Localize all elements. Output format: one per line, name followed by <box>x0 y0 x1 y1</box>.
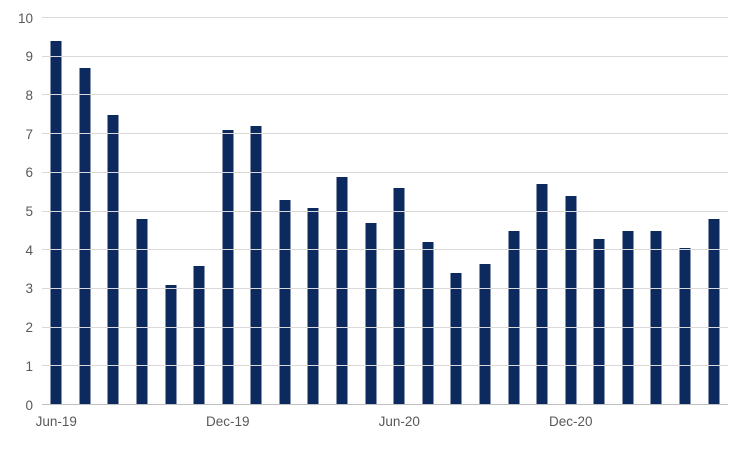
gridline <box>42 55 728 57</box>
bar-slot <box>328 18 357 405</box>
bar-slot <box>442 18 471 405</box>
gridline <box>42 133 728 135</box>
bar <box>222 130 234 405</box>
bar-slot <box>642 18 671 405</box>
bars <box>42 18 728 405</box>
bar <box>250 126 262 405</box>
bar <box>107 114 119 405</box>
bar <box>536 184 548 405</box>
y-axis-tick-label: 4 <box>25 242 33 258</box>
bar-slot <box>614 18 643 405</box>
bar-slot <box>499 18 528 405</box>
x-axis-line <box>42 404 728 405</box>
plot-area: 0 1 2 3 4 5 6 7 8 9 10 Jun-19 Dec-19 Jun-20 Dec-20 <box>18 11 728 428</box>
y-axis-tick-label: 7 <box>25 126 33 142</box>
gridline <box>42 249 728 251</box>
gridline <box>42 326 728 328</box>
bar <box>136 219 148 405</box>
bar-slot <box>414 18 443 405</box>
x-axis-tick-label: Dec-19 <box>206 414 250 429</box>
gridline <box>42 210 728 212</box>
bar-slot <box>528 18 557 405</box>
y-axis-tick-label: 1 <box>25 358 33 374</box>
bar-slot <box>71 18 100 405</box>
bar <box>79 68 91 405</box>
bar-slot <box>156 18 185 405</box>
bar <box>393 188 405 405</box>
bar <box>279 199 291 405</box>
bar <box>650 230 662 405</box>
bar <box>336 176 348 405</box>
bar <box>479 263 491 405</box>
bar <box>365 223 377 405</box>
bar-slot <box>471 18 500 405</box>
bar <box>565 196 577 405</box>
x-axis-tick-label: Dec-20 <box>549 414 593 429</box>
bar-slot <box>128 18 157 405</box>
bar <box>593 238 605 405</box>
y-axis-tick-label: 6 <box>25 165 33 181</box>
bar <box>193 265 205 405</box>
gridline <box>42 94 728 96</box>
gridline <box>42 17 728 18</box>
bar-slot <box>185 18 214 405</box>
y-axis-tick-label: 0 <box>25 397 33 413</box>
y-axis-tick-label: 8 <box>25 87 33 103</box>
bar-slot <box>99 18 128 405</box>
y-axis-tick-label: 3 <box>25 281 33 297</box>
bar-slot <box>585 18 614 405</box>
bar <box>307 207 319 405</box>
bar-slot <box>242 18 271 405</box>
bar-slot <box>299 18 328 405</box>
gridline <box>42 171 728 173</box>
bar <box>708 219 720 405</box>
gridline <box>42 287 728 289</box>
x-axis-tick-label: Jun-20 <box>378 414 420 429</box>
bar-slot <box>671 18 700 405</box>
gridline <box>42 365 728 367</box>
bar-slot <box>271 18 300 405</box>
bar <box>165 285 177 405</box>
bar-slot <box>213 18 242 405</box>
bar <box>450 273 462 405</box>
bar <box>508 230 520 405</box>
y-axis-tick-label: 10 <box>17 10 33 26</box>
bar-slot <box>356 18 385 405</box>
bar-slot <box>699 18 728 405</box>
bar-slot <box>385 18 414 405</box>
bar-slot <box>556 18 585 405</box>
y-axis-tick-label: 9 <box>25 48 33 64</box>
bar-slot <box>42 18 71 405</box>
y-axis-tick-label: 5 <box>25 203 33 219</box>
bar <box>50 41 62 405</box>
bar <box>422 242 434 405</box>
bar <box>622 230 634 405</box>
x-axis-tick-label: Jun-19 <box>35 414 77 429</box>
y-axis-tick-label: 2 <box>25 319 33 335</box>
